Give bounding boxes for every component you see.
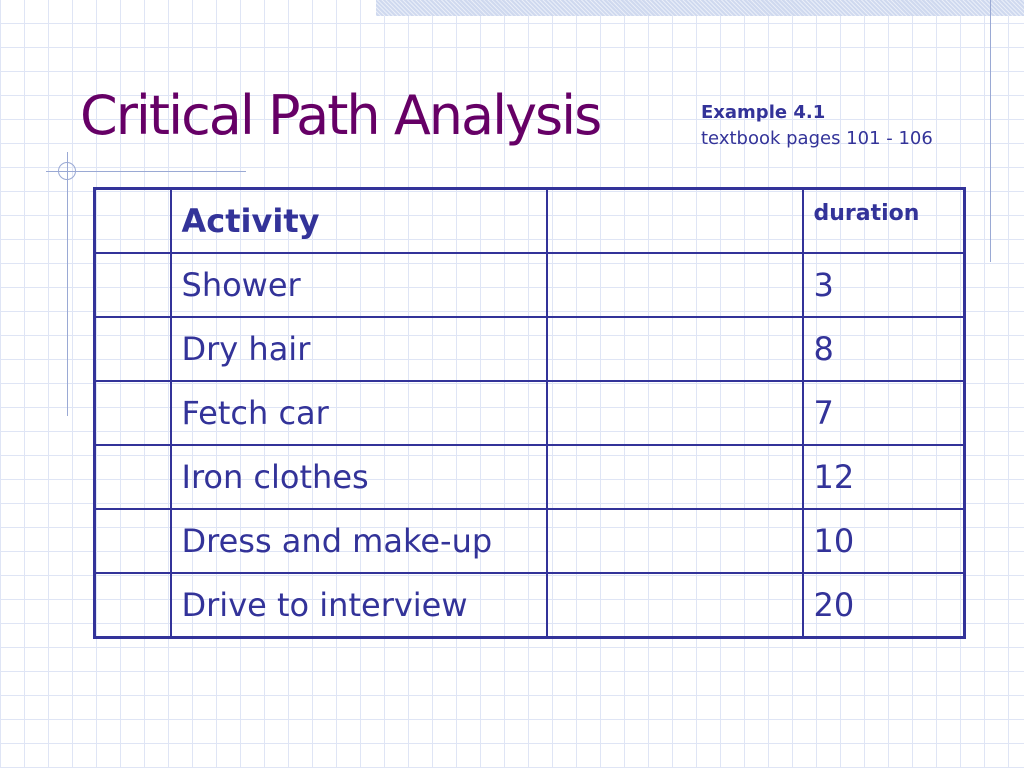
duration-cell: 12 bbox=[801, 444, 966, 510]
table-cell-blank bbox=[545, 444, 804, 510]
example-label: Example 4.1 bbox=[701, 102, 826, 123]
decorative-top-band bbox=[376, 0, 1024, 16]
decorative-vertical-line-right bbox=[990, 0, 991, 262]
table-cell-blank bbox=[93, 316, 172, 382]
header-cell-duration: duration bbox=[801, 187, 966, 254]
example-reference: Example 4.1 textbook pages 101 - 106 bbox=[701, 100, 933, 152]
table-row: Iron clothes 12 bbox=[93, 444, 966, 510]
duration-cell: 7 bbox=[801, 380, 966, 446]
table-cell-blank bbox=[93, 252, 172, 318]
activity-cell: Shower bbox=[169, 252, 548, 318]
table-cell-blank bbox=[93, 444, 172, 510]
activity-cell: Fetch car bbox=[169, 380, 548, 446]
table-cell-blank bbox=[545, 572, 804, 639]
table-cell-blank bbox=[545, 508, 804, 574]
table-cell-blank bbox=[93, 572, 172, 639]
activity-duration-table: Activity duration Shower 3 Dry hair 8 Fe… bbox=[93, 187, 966, 639]
duration-cell: 8 bbox=[801, 316, 966, 382]
table-cell-blank bbox=[93, 380, 172, 446]
activity-cell: Dress and make-up bbox=[169, 508, 548, 574]
decorative-vertical-line-left bbox=[67, 152, 68, 416]
duration-cell: 3 bbox=[801, 252, 966, 318]
table-row: Dry hair 8 bbox=[93, 316, 966, 382]
header-cell-activity: Activity bbox=[169, 187, 548, 254]
header-cell-blank-middle bbox=[545, 187, 804, 254]
table-row: Dress and make-up 10 bbox=[93, 508, 966, 574]
table-row: Fetch car 7 bbox=[93, 380, 966, 446]
table-cell-blank bbox=[93, 508, 172, 574]
table-header-row: Activity duration bbox=[93, 187, 966, 254]
table-row: Shower 3 bbox=[93, 252, 966, 318]
duration-cell: 20 bbox=[801, 572, 966, 639]
table-cell-blank bbox=[545, 316, 804, 382]
table-cell-blank bbox=[545, 380, 804, 446]
table-row: Drive to interview 20 bbox=[93, 572, 966, 639]
decorative-horizontal-line bbox=[46, 171, 246, 172]
header-cell-blank-left bbox=[93, 187, 172, 254]
duration-cell: 10 bbox=[801, 508, 966, 574]
decorative-circle-mark bbox=[58, 162, 76, 180]
textbook-pages-label: textbook pages 101 - 106 bbox=[701, 128, 933, 149]
slide-title: Critical Path Analysis bbox=[80, 84, 602, 147]
activity-cell: Dry hair bbox=[169, 316, 548, 382]
table-cell-blank bbox=[545, 252, 804, 318]
activity-cell: Iron clothes bbox=[169, 444, 548, 510]
activity-cell: Drive to interview bbox=[169, 572, 548, 639]
